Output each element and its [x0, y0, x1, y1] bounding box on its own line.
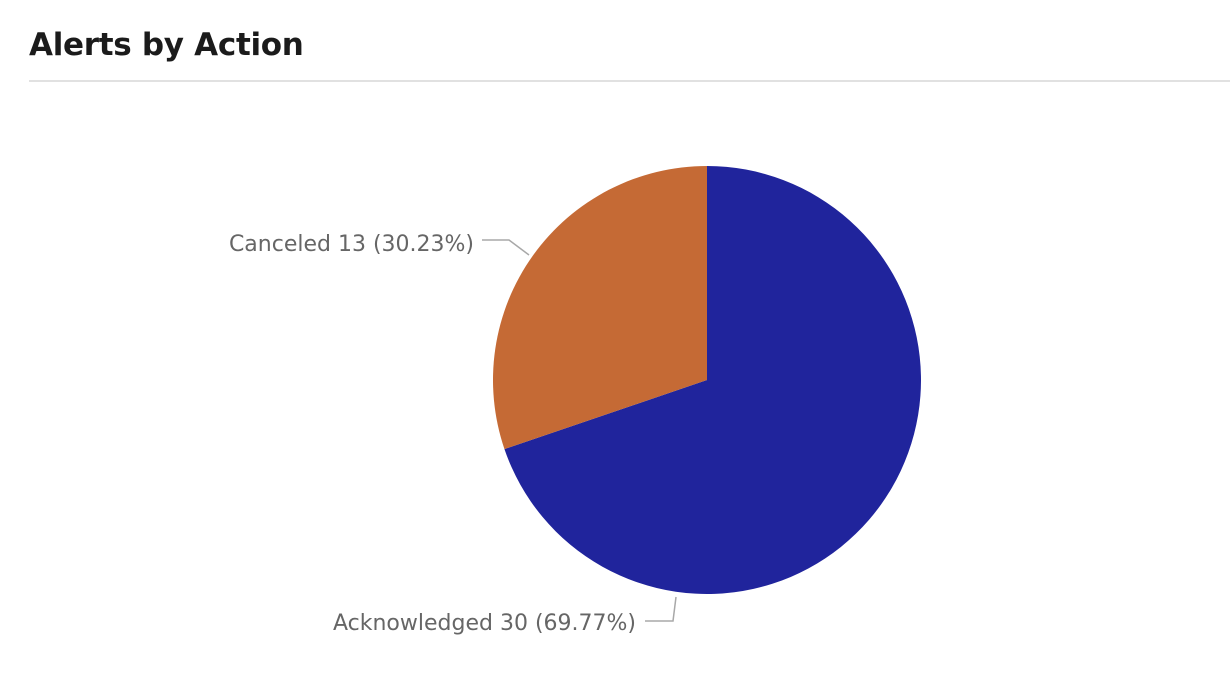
header-divider	[29, 80, 1230, 82]
leader-line-canceled	[482, 239, 530, 256]
panel-title: Alerts by Action	[29, 27, 304, 63]
data-label-canceled: Canceled 13 (30.23%)	[229, 232, 474, 257]
leader-line-acknowledged	[645, 596, 677, 622]
pie-slice-acknowledged[interactable]	[504, 166, 921, 594]
pie-slice-canceled[interactable]	[492, 166, 707, 450]
data-label-acknowledged: Acknowledged 30 (69.77%)	[333, 611, 636, 636]
